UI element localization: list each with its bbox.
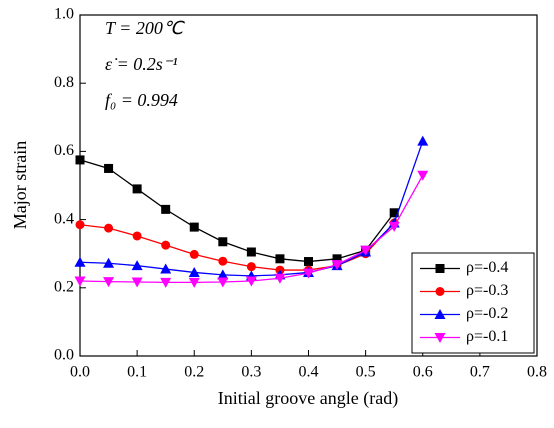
- x-tick-label: 0.5: [356, 364, 376, 381]
- y-tick-label: 0.8: [54, 74, 74, 91]
- legend-label: ρ=-0.3: [466, 282, 508, 299]
- legend-label: ρ=-0.1: [466, 328, 508, 345]
- x-tick-label: 0.3: [241, 364, 261, 381]
- marker: [275, 254, 285, 264]
- marker: [74, 276, 86, 287]
- marker: [132, 184, 142, 194]
- x-tick-label: 0.6: [413, 364, 433, 381]
- marker: [218, 237, 228, 247]
- marker: [74, 256, 86, 267]
- marker: [103, 277, 115, 288]
- marker: [274, 273, 286, 284]
- marker: [218, 256, 228, 266]
- marker: [131, 260, 143, 271]
- x-tick-label: 0.4: [299, 364, 319, 381]
- y-axis-label: Major strain: [10, 141, 30, 229]
- marker: [417, 170, 429, 181]
- marker: [160, 263, 172, 274]
- x-tick-label: 0.1: [127, 364, 147, 381]
- marker: [161, 204, 171, 214]
- marker: [389, 208, 399, 218]
- y-tick-label: 0.4: [54, 210, 74, 227]
- marker: [217, 277, 229, 288]
- series-line: [79, 159, 395, 263]
- marker: [104, 223, 114, 233]
- marker: [188, 277, 200, 288]
- legend-marker: [435, 264, 445, 273]
- marker: [245, 276, 257, 287]
- legend-box: [411, 252, 535, 354]
- x-tick-label: 0.8: [527, 364, 547, 381]
- y-tick-label: 0.2: [54, 278, 74, 295]
- marker: [188, 266, 200, 277]
- annotation: T = 200℃: [105, 18, 185, 38]
- marker: [217, 269, 229, 280]
- x-tick-label: 0.7: [470, 364, 490, 381]
- x-axis-label: Initial groove angle (rad): [218, 388, 398, 409]
- marker: [161, 240, 171, 250]
- y-tick-label: 0.0: [54, 347, 74, 364]
- marker: [75, 220, 85, 230]
- marker: [331, 260, 343, 271]
- marker: [103, 257, 115, 268]
- marker: [388, 221, 400, 232]
- marker: [104, 163, 114, 173]
- x-tick-label: 0.0: [70, 364, 90, 381]
- marker: [132, 231, 142, 241]
- marker: [160, 277, 172, 288]
- x-tick-label: 0.2: [184, 364, 204, 381]
- marker: [189, 249, 199, 259]
- marker: [304, 257, 313, 267]
- marker: [75, 155, 85, 165]
- annotation: f₀ = 0.994: [105, 90, 178, 110]
- marker: [360, 245, 372, 256]
- legend-label: ρ=-0.2: [466, 305, 508, 322]
- marker: [246, 262, 256, 272]
- legend-marker: [434, 333, 446, 343]
- legend-label: ρ=-0.4: [466, 259, 508, 276]
- y-tick-label: 0.6: [54, 142, 74, 159]
- y-tick-label: 1.0: [54, 6, 74, 23]
- marker: [303, 268, 314, 279]
- marker: [332, 254, 342, 264]
- marker: [189, 222, 199, 232]
- legend-marker: [434, 309, 446, 319]
- marker: [246, 247, 256, 257]
- marker: [131, 277, 143, 288]
- annotation: ε̇ = 0.2s⁻¹: [105, 54, 178, 74]
- legend-marker: [435, 287, 445, 296]
- marker: [417, 135, 429, 146]
